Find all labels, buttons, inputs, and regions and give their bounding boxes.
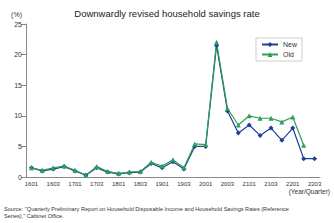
svg-text:Downwardly revised household s: Downwardly revised household savings rat… — [74, 8, 259, 19]
svg-text:2201: 2201 — [286, 181, 300, 187]
svg-text:2003: 2003 — [221, 181, 235, 187]
svg-text:15: 15 — [14, 82, 22, 89]
svg-text:2101: 2101 — [243, 181, 257, 187]
svg-text:0: 0 — [18, 174, 22, 181]
svg-text:25: 25 — [14, 21, 22, 28]
svg-text:2001: 2001 — [199, 181, 213, 187]
svg-text:(Year/Quarter): (Year/Quarter) — [289, 188, 330, 196]
svg-text:1703: 1703 — [90, 181, 104, 187]
svg-text:1901: 1901 — [155, 181, 169, 187]
svg-text:Source: "Quarterly Preliminary: Source: "Quarterly Preliminary Report on… — [4, 206, 289, 212]
svg-text:1601: 1601 — [25, 181, 39, 187]
svg-text:20: 20 — [14, 51, 22, 58]
svg-text:1801: 1801 — [112, 181, 126, 187]
svg-text:Series)," Cabinet Office.: Series)," Cabinet Office. — [4, 213, 64, 219]
svg-text:(%): (%) — [11, 11, 22, 19]
svg-text:1803: 1803 — [134, 181, 148, 187]
svg-text:Old: Old — [283, 51, 294, 58]
svg-text:2203: 2203 — [308, 181, 322, 187]
svg-text:1603: 1603 — [47, 181, 61, 187]
svg-text:1903: 1903 — [177, 181, 191, 187]
svg-text:New: New — [283, 41, 298, 48]
svg-text:2103: 2103 — [264, 181, 278, 187]
svg-text:5: 5 — [18, 143, 22, 150]
svg-text:10: 10 — [14, 112, 22, 119]
svg-text:1701: 1701 — [68, 181, 82, 187]
